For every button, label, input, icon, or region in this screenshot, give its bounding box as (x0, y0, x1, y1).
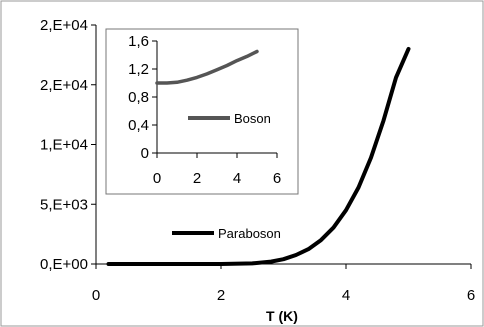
main-series-group (106, 46, 411, 266)
inset-plot-frame (105, 28, 299, 195)
inset-legend: Boson (188, 111, 271, 126)
legend-label-paraboson: Paraboson (218, 226, 281, 241)
inset-y-tick-label: 1,6 (128, 33, 149, 50)
main-y-tick-label: 2,E+04 (40, 77, 88, 94)
main-y-tick-label: 2,E+04 (40, 17, 88, 34)
inset-y-tick-label: 0,4 (128, 117, 149, 134)
inset-y-tick-label: 1,2 (128, 61, 149, 78)
main-legend: Paraboson (172, 226, 281, 241)
inset-x-tick-label: 0 (153, 170, 161, 187)
inset-x-tick-label: 2 (193, 170, 201, 187)
inset-tick-labels: 0 0,4 0,8 1,2 1,6 0 2 4 6 (128, 33, 281, 187)
inset-series-group (155, 49, 259, 85)
inset-series-boson-line (155, 49, 259, 85)
main-x-tick-label: 2 (217, 287, 225, 304)
inset-y-tick-label: 0,8 (128, 89, 149, 106)
main-y-tick-label: 1,E+04 (40, 137, 88, 154)
inset-x-tick-label: 4 (233, 170, 241, 187)
inset-x-tick-label: 6 (273, 170, 281, 187)
main-y-tick-label: 0,E+00 (40, 256, 88, 273)
inset-axes (152, 40, 278, 158)
main-tick-labels: 0,E+00 5,E+03 1,E+04 2,E+04 2,E+04 0 2 4 6 (40, 17, 475, 304)
inset-y-tick-label: 0 (141, 145, 149, 162)
legend-label-boson: Boson (234, 111, 271, 126)
main-x-tick-label: 4 (342, 287, 350, 304)
main-x-tick-label: 0 (92, 287, 100, 304)
main-x-tick-label: 6 (467, 287, 475, 304)
main-y-tick-label: 5,E+03 (40, 196, 88, 213)
main-series-paraboson-line (106, 46, 411, 266)
main-x-axis-title: T (K) (266, 308, 298, 324)
